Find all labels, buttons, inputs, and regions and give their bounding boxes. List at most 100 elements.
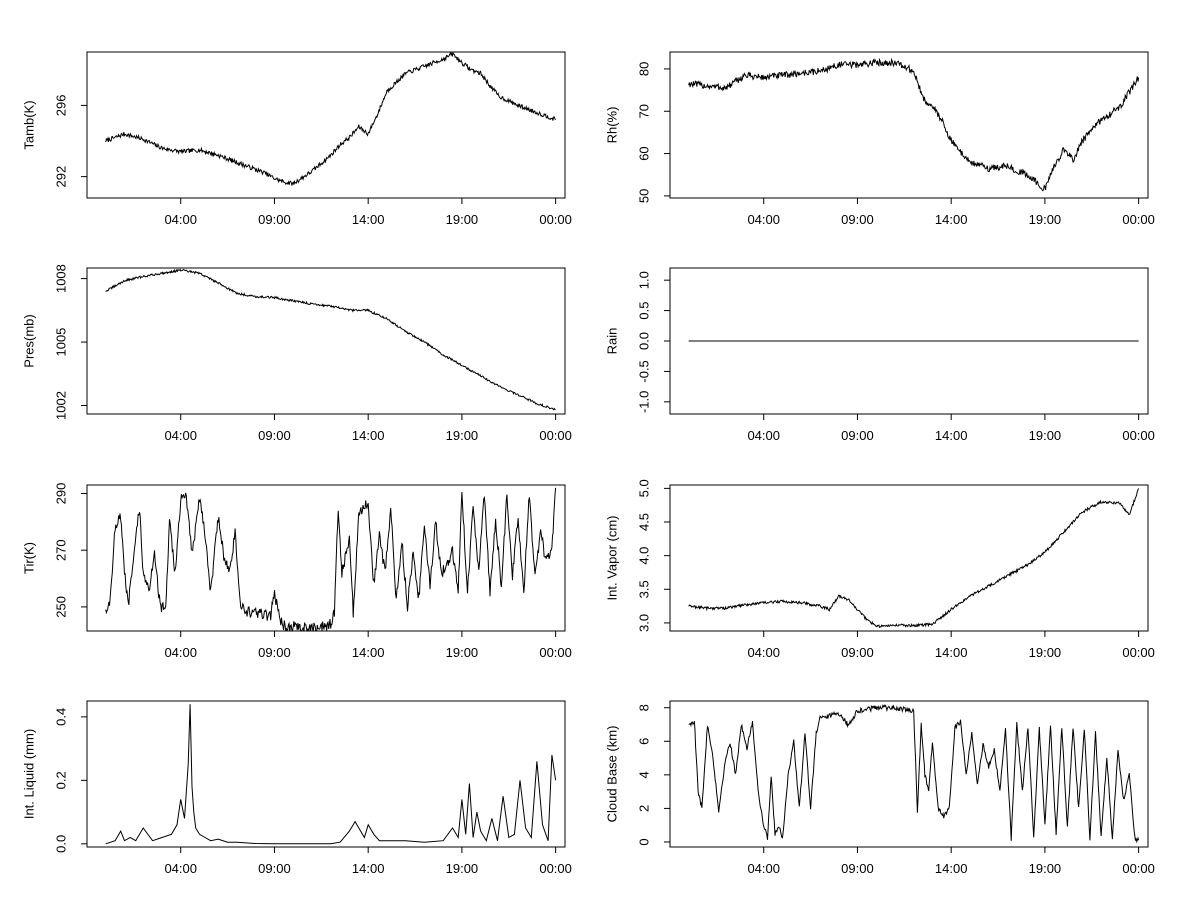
x-tick-label: 04:00	[164, 645, 197, 660]
y-tick-label: 3.5	[637, 580, 652, 598]
plot-box	[86, 484, 566, 632]
x-tick-label: 19:00	[446, 861, 479, 876]
panel-tir: 04:00 09:00 14:00 19:00 00:00 250 270 290 Tir(K)	[22, 483, 572, 660]
x-tick-label: 09:00	[258, 645, 291, 660]
x-tick-label: 04:00	[747, 645, 780, 660]
y-tick-label: 8	[637, 704, 652, 711]
y-tick-label: 1.0	[637, 271, 652, 289]
x-tick-label: 14:00	[935, 428, 968, 443]
series-line	[688, 488, 1140, 629]
x-tick-label: 00:00	[1122, 212, 1155, 227]
y-tick-label: 0.5	[637, 302, 652, 320]
y-tick-label: 1005	[54, 328, 69, 357]
plot-box	[86, 267, 566, 415]
x-tick-label: 00:00	[1122, 861, 1155, 876]
x-tick-label: 14:00	[935, 212, 968, 227]
y-tick-label: 250	[54, 596, 69, 618]
y-axis-label: Rh(%)	[605, 107, 620, 144]
x-tick-label: 14:00	[352, 861, 385, 876]
x-tick-label: 19:00	[1029, 861, 1062, 876]
y-tick-label: 4	[637, 771, 652, 778]
x-tick-label: 09:00	[841, 212, 874, 227]
panel-rain: 04:00 09:00 14:00 19:00 00:00 -1.0 -0.5 0.0 0.5 1…	[605, 267, 1155, 443]
y-axis-label: Cloud Base (km)	[605, 726, 620, 823]
x-tick-label: 00:00	[539, 212, 572, 227]
x-tick-label: 14:00	[352, 428, 385, 443]
x-tick-label: 00:00	[1122, 428, 1155, 443]
y-tick-label: 290	[54, 483, 69, 505]
y-tick-label: 0	[637, 838, 652, 845]
x-tick-label: 19:00	[446, 645, 479, 660]
x-tick-label: 09:00	[841, 428, 874, 443]
series-line	[105, 487, 557, 631]
x-tick-label: 09:00	[841, 861, 874, 876]
x-tick-label: 19:00	[1029, 645, 1062, 660]
x-tick-label: 14:00	[352, 212, 385, 227]
x-tick-label: 09:00	[258, 428, 291, 443]
plot-box	[86, 51, 566, 199]
x-tick-label: 09:00	[841, 645, 874, 660]
y-tick-label: 50	[637, 189, 652, 203]
y-tick-label: -1.0	[637, 391, 652, 413]
y-tick-label: 4.0	[637, 547, 652, 565]
x-tick-label: 00:00	[539, 428, 572, 443]
series-line	[105, 52, 556, 186]
x-tick-label: 14:00	[935, 861, 968, 876]
y-axis-label: Int. Liquid (mm)	[22, 729, 37, 819]
y-tick-label: 0.0	[54, 835, 69, 853]
y-tick-label: 1002	[54, 391, 69, 420]
x-tick-label: 09:00	[258, 861, 291, 876]
plot-box	[669, 51, 1149, 199]
panel-tamb: 04:00 09:00 14:00 19:00 00:00 292 296 Tamb(K)	[22, 51, 572, 227]
y-axis-label: Tir(K)	[22, 542, 37, 574]
x-tick-label: 09:00	[258, 212, 291, 227]
x-tick-label: 04:00	[747, 212, 780, 227]
y-tick-label: 5.0	[637, 479, 652, 497]
x-tick-label: 19:00	[1029, 212, 1062, 227]
y-tick-label: -0.5	[637, 360, 652, 382]
y-tick-label: 60	[637, 146, 652, 160]
x-tick-label: 04:00	[747, 861, 780, 876]
x-tick-label: 14:00	[352, 645, 385, 660]
y-tick-label: 292	[54, 166, 69, 188]
y-tick-label: 4.5	[637, 513, 652, 531]
series-line	[105, 268, 556, 411]
y-tick-label: 0.4	[54, 708, 69, 726]
y-tick-label: 270	[54, 539, 69, 561]
y-tick-label: 80	[637, 62, 652, 76]
panel-pres: 04:00 09:00 14:00 19:00 00:00 1002 1005 1008 Pre…	[22, 264, 572, 443]
x-tick-label: 04:00	[164, 861, 197, 876]
y-axis-label: Tamb(K)	[22, 100, 37, 149]
x-tick-label: 19:00	[446, 212, 479, 227]
y-axis-label: Int. Vapor (cm)	[605, 515, 620, 600]
plot-box	[669, 700, 1149, 848]
y-tick-label: 70	[637, 104, 652, 118]
y-tick-label: 0.2	[54, 771, 69, 789]
panel-liquid: 04:00 09:00 14:00 19:00 00:00 0.0 0.2 0.4 Int. L…	[22, 700, 572, 876]
y-tick-label: 296	[54, 95, 69, 117]
x-tick-label: 04:00	[747, 428, 780, 443]
x-tick-label: 00:00	[539, 645, 572, 660]
panel-rh: 04:00 09:00 14:00 19:00 00:00 50 60 70 80 Rh(%)	[605, 51, 1155, 227]
panel-vapor: 04:00 09:00 14:00 19:00 00:00 3.0 3.5 4.0 4.5 5.0…	[605, 479, 1155, 660]
x-tick-label: 04:00	[164, 212, 197, 227]
x-tick-label: 19:00	[1029, 428, 1062, 443]
series-line	[105, 704, 557, 845]
y-axis-label: Pres(mb)	[22, 314, 37, 367]
x-tick-label: 00:00	[1122, 645, 1155, 660]
series-line	[688, 57, 1140, 192]
y-tick-label: 6	[637, 738, 652, 745]
x-tick-label: 14:00	[935, 645, 968, 660]
plot-box	[669, 484, 1149, 632]
x-tick-label: 19:00	[446, 428, 479, 443]
x-tick-label: 00:00	[539, 861, 572, 876]
y-tick-label: 3.0	[637, 614, 652, 632]
x-tick-label: 04:00	[164, 428, 197, 443]
panel-cloudbase: 04:00 09:00 14:00 19:00 00:00 0 2 4 6 8 Cloud Base…	[605, 700, 1155, 876]
y-tick-label: 1008	[54, 264, 69, 293]
y-tick-label: 2	[637, 805, 652, 812]
y-axis-label: Rain	[605, 328, 620, 355]
y-tick-label: 0.0	[637, 332, 652, 350]
plot-box	[86, 700, 566, 848]
